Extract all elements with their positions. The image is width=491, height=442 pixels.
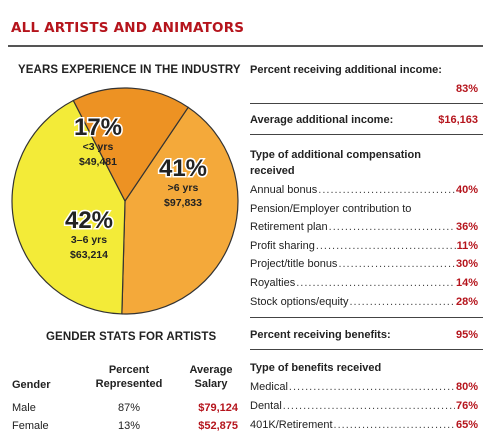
pie-chart: 41%>6 yrs $97,833 42%3–6 yrs $63,214 17%<3 y… [11, 87, 239, 315]
list-item-label: Project/title bonus [250, 258, 338, 271]
list-item-value: 30% [455, 258, 478, 271]
divider [250, 103, 483, 104]
leader-dots: ........................................… [338, 258, 455, 271]
gender-title: GENDER STATS FOR ARTISTS [46, 331, 217, 343]
leader-dots: ........................................… [318, 184, 455, 196]
list-item: 401K/Retirement.........................… [250, 419, 478, 431]
gender-row-female-percent: 13% [117, 420, 141, 432]
list-item-label: Pension/Employer contribution to [250, 202, 412, 215]
list-item-value: 14% [455, 277, 478, 289]
list-item: Stock options/equity....................… [250, 296, 478, 308]
slice-percent-label: 17% [74, 114, 122, 141]
list-item: Medical.................................… [250, 381, 478, 393]
list-item-value: 11% [456, 239, 478, 252]
leader-dots: ........................................… [282, 400, 455, 412]
slice-category-label: >6 yrs [168, 182, 199, 194]
list-item: Royalties...............................… [250, 277, 478, 289]
leader-dots: ........................................… [288, 381, 455, 393]
gender-row-female-label: Female [12, 420, 49, 432]
list-item-label: Dental [250, 400, 282, 412]
list-item: Pension/Employer contribution to [250, 203, 478, 215]
page-title: ALL ARTISTS AND ANIMATORS [11, 20, 245, 36]
leader-dots: ........................................… [315, 239, 456, 252]
list-item: Dental..................................… [250, 400, 478, 412]
pie-slice [121, 106, 239, 315]
list-item-value: 40% [455, 184, 478, 196]
list-item-value: 80% [455, 381, 478, 393]
avg-income-label: Average additional income: [250, 114, 394, 126]
slice-category-label: <3 yrs [83, 141, 114, 153]
slice-percent-label: 42% [65, 207, 113, 234]
list-item-value: 65% [455, 419, 478, 431]
list-item-label: Royalties [250, 277, 296, 289]
list-item-label: Profit sharing [250, 239, 315, 252]
leader-dots: ........................................… [333, 419, 455, 431]
additional-income-label: Percent receiving additional income: [250, 64, 442, 76]
divider [250, 349, 483, 350]
title-divider [8, 45, 483, 47]
slice-percent-label: 41% [159, 155, 207, 182]
slice-category-label: 3–6 yrs [71, 234, 107, 246]
percent-header: Percent Represented [95, 364, 163, 390]
additional-income-value: 83% [455, 83, 478, 95]
benefits-label: Percent receiving benefits: [250, 329, 391, 341]
list-item: Annual bonus............................… [250, 184, 478, 196]
leader-dots: ........................................… [349, 295, 455, 308]
slice-salary-label: $63,214 [70, 249, 108, 261]
gender-row-male-salary: $79,124 [198, 402, 238, 414]
leader-dots: ........................................… [296, 277, 455, 289]
list-item-label: Retirement plan [250, 221, 328, 234]
slice-salary-label: $97,833 [164, 197, 202, 209]
list-item-value: 28% [455, 295, 478, 308]
benefits-title: Type of benefits received [250, 362, 382, 374]
list-item-value: 36% [455, 221, 478, 234]
salary-header: Average Salary [189, 364, 233, 390]
chart-title: YEARS EXPERIENCE IN THE INDUSTRY [18, 64, 241, 76]
list-item-value: 76% [455, 400, 478, 412]
pie-slice [72, 87, 190, 203]
divider [250, 317, 483, 318]
pie-slice [11, 99, 126, 315]
benefits-value: 95% [455, 329, 478, 341]
list-item-label: Annual bonus [250, 184, 318, 196]
divider [250, 134, 483, 135]
leader-dots: ........................................… [328, 221, 455, 234]
gender-row-male-label: Male [12, 402, 36, 414]
list-item: Retirement plan.........................… [250, 221, 478, 233]
list-item: Project/title bonus.....................… [250, 258, 478, 270]
list-item-label: Medical [250, 381, 288, 393]
gender-row-female-salary: $52,875 [198, 420, 238, 432]
gender-header: Gender [12, 379, 51, 391]
list-item: Profit sharing..........................… [250, 240, 478, 252]
avg-income-value: $16,163 [438, 114, 478, 126]
list-item-label: 401K/Retirement [250, 419, 333, 431]
compensation-title: Type of additional compensation received [250, 149, 421, 177]
slice-salary-label: $49,481 [79, 156, 117, 168]
list-item-label: Stock options/equity [250, 295, 349, 308]
gender-row-male-percent: 87% [117, 402, 141, 414]
